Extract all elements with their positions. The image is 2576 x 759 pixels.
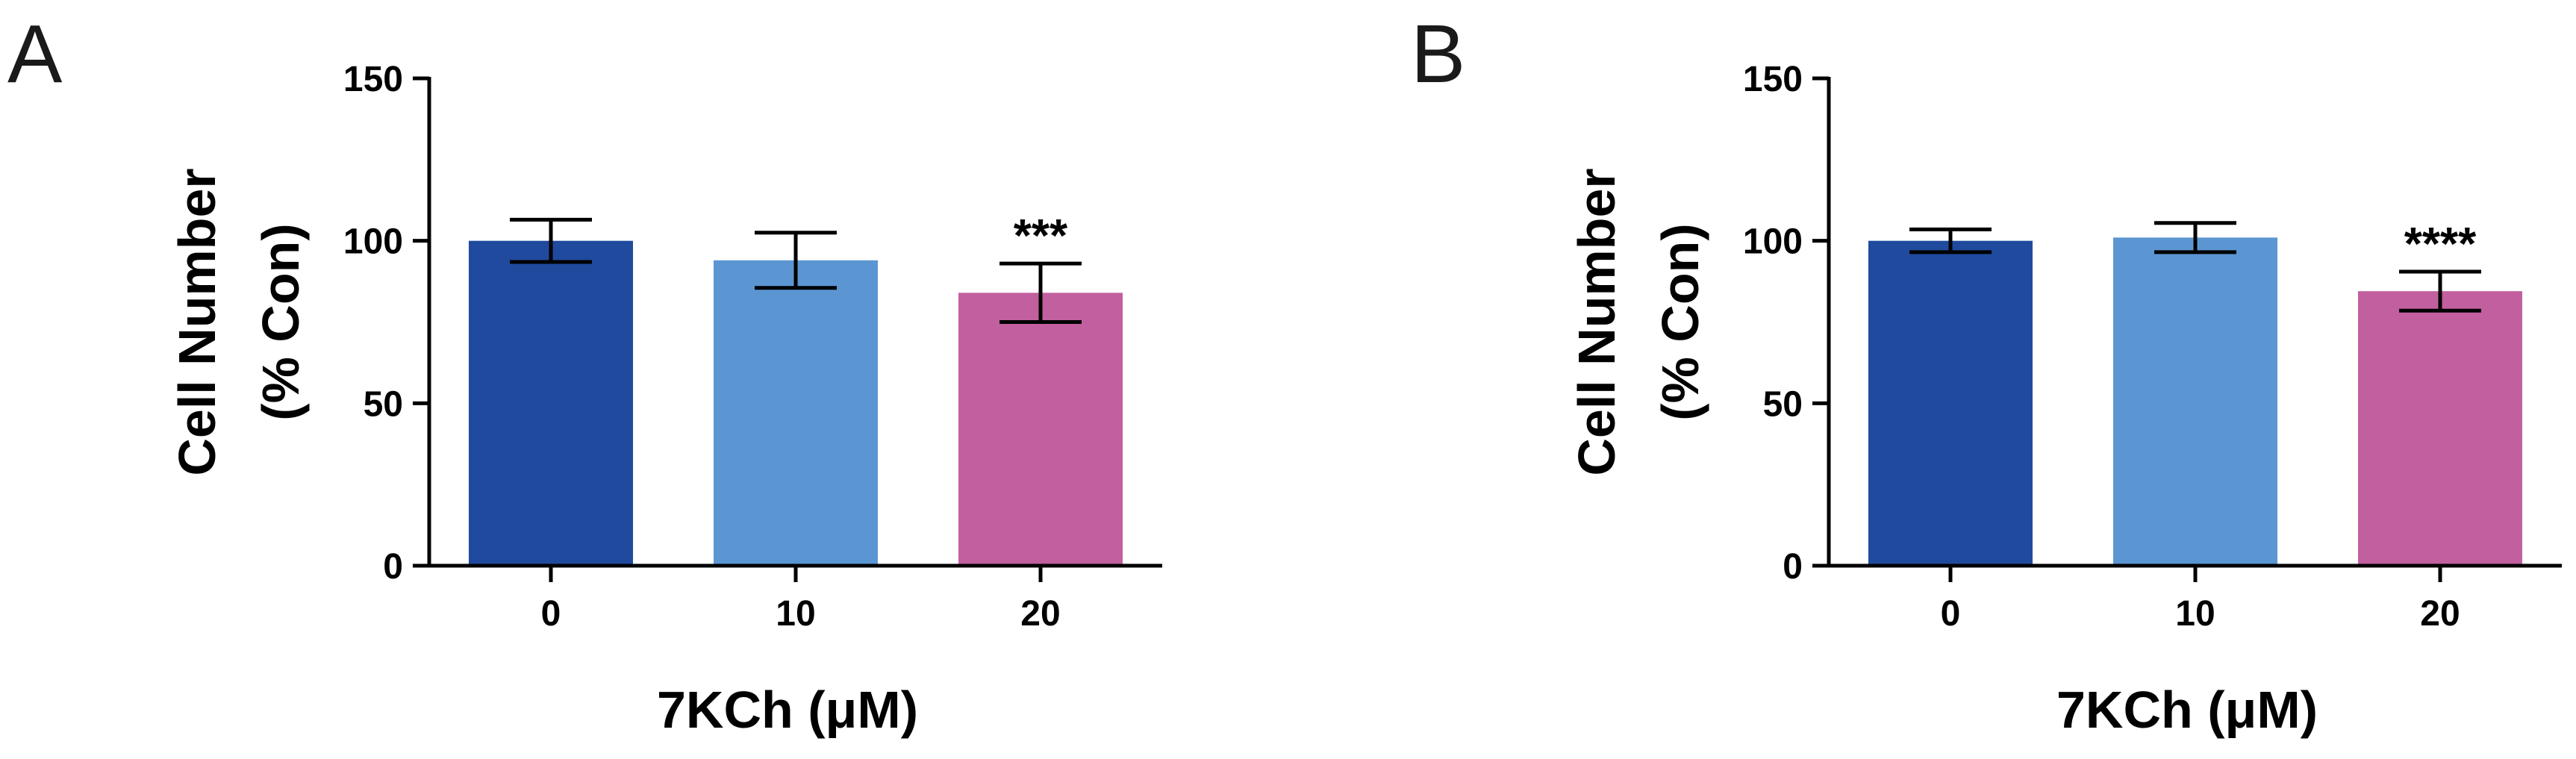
significance-label: *** (1014, 210, 1068, 262)
y-axis-label-line2: (% Con) (252, 223, 310, 420)
bar-20 (958, 293, 1123, 566)
error-bar-10 (2154, 221, 2236, 254)
y-tick-label: 0 (1783, 547, 1803, 587)
error-bar-20 (2399, 269, 2481, 313)
x-axis-label: 7KCh (μM) (657, 681, 918, 739)
bar-10 (714, 260, 878, 566)
y-tick-label: 50 (1763, 384, 1803, 424)
x-tick-label: 20 (1020, 594, 1060, 634)
y-tick-label: 150 (343, 60, 403, 99)
y-tick-label: 50 (364, 384, 403, 424)
y-axis-label-line1: Cell Number (1568, 168, 1626, 475)
significance-label: **** (2404, 219, 2477, 270)
x-tick-label: 20 (2420, 594, 2460, 634)
bar-0 (1868, 240, 2033, 566)
bar-10 (2113, 237, 2277, 566)
x-tick-label: 10 (2175, 594, 2215, 634)
error-bar-0 (1909, 227, 1992, 254)
x-tick-label: 10 (776, 594, 815, 634)
y-axis-label-line1: Cell Number (168, 168, 226, 475)
chart-panel-a: A 0 10 *** 20 0 50 100 150 Cell Number (% Con) 7KCh… (7, 8, 1162, 739)
panel-letter: B (1411, 8, 1465, 100)
y-tick-label: 0 (383, 547, 403, 587)
chart-panel-b: B 0 10 **** 20 0 50 100 150 Cell Number (% Con) 7KC… (1411, 8, 2562, 739)
error-bar-10 (755, 231, 837, 290)
y-tick-label: 150 (1743, 60, 1803, 99)
y-tick-label: 100 (1743, 222, 1803, 262)
x-tick-label: 0 (1941, 594, 1961, 634)
bar-20 (2358, 291, 2522, 566)
x-axis-label: 7KCh (μM) (2056, 681, 2318, 739)
bar-0 (469, 240, 633, 566)
panel-letter: A (7, 8, 63, 100)
y-tick-label: 100 (343, 222, 403, 262)
y-axis-label-line2: (% Con) (1651, 223, 1709, 420)
error-bar-0 (510, 217, 592, 264)
error-bar-20 (999, 261, 1082, 324)
x-tick-label: 0 (541, 594, 561, 634)
